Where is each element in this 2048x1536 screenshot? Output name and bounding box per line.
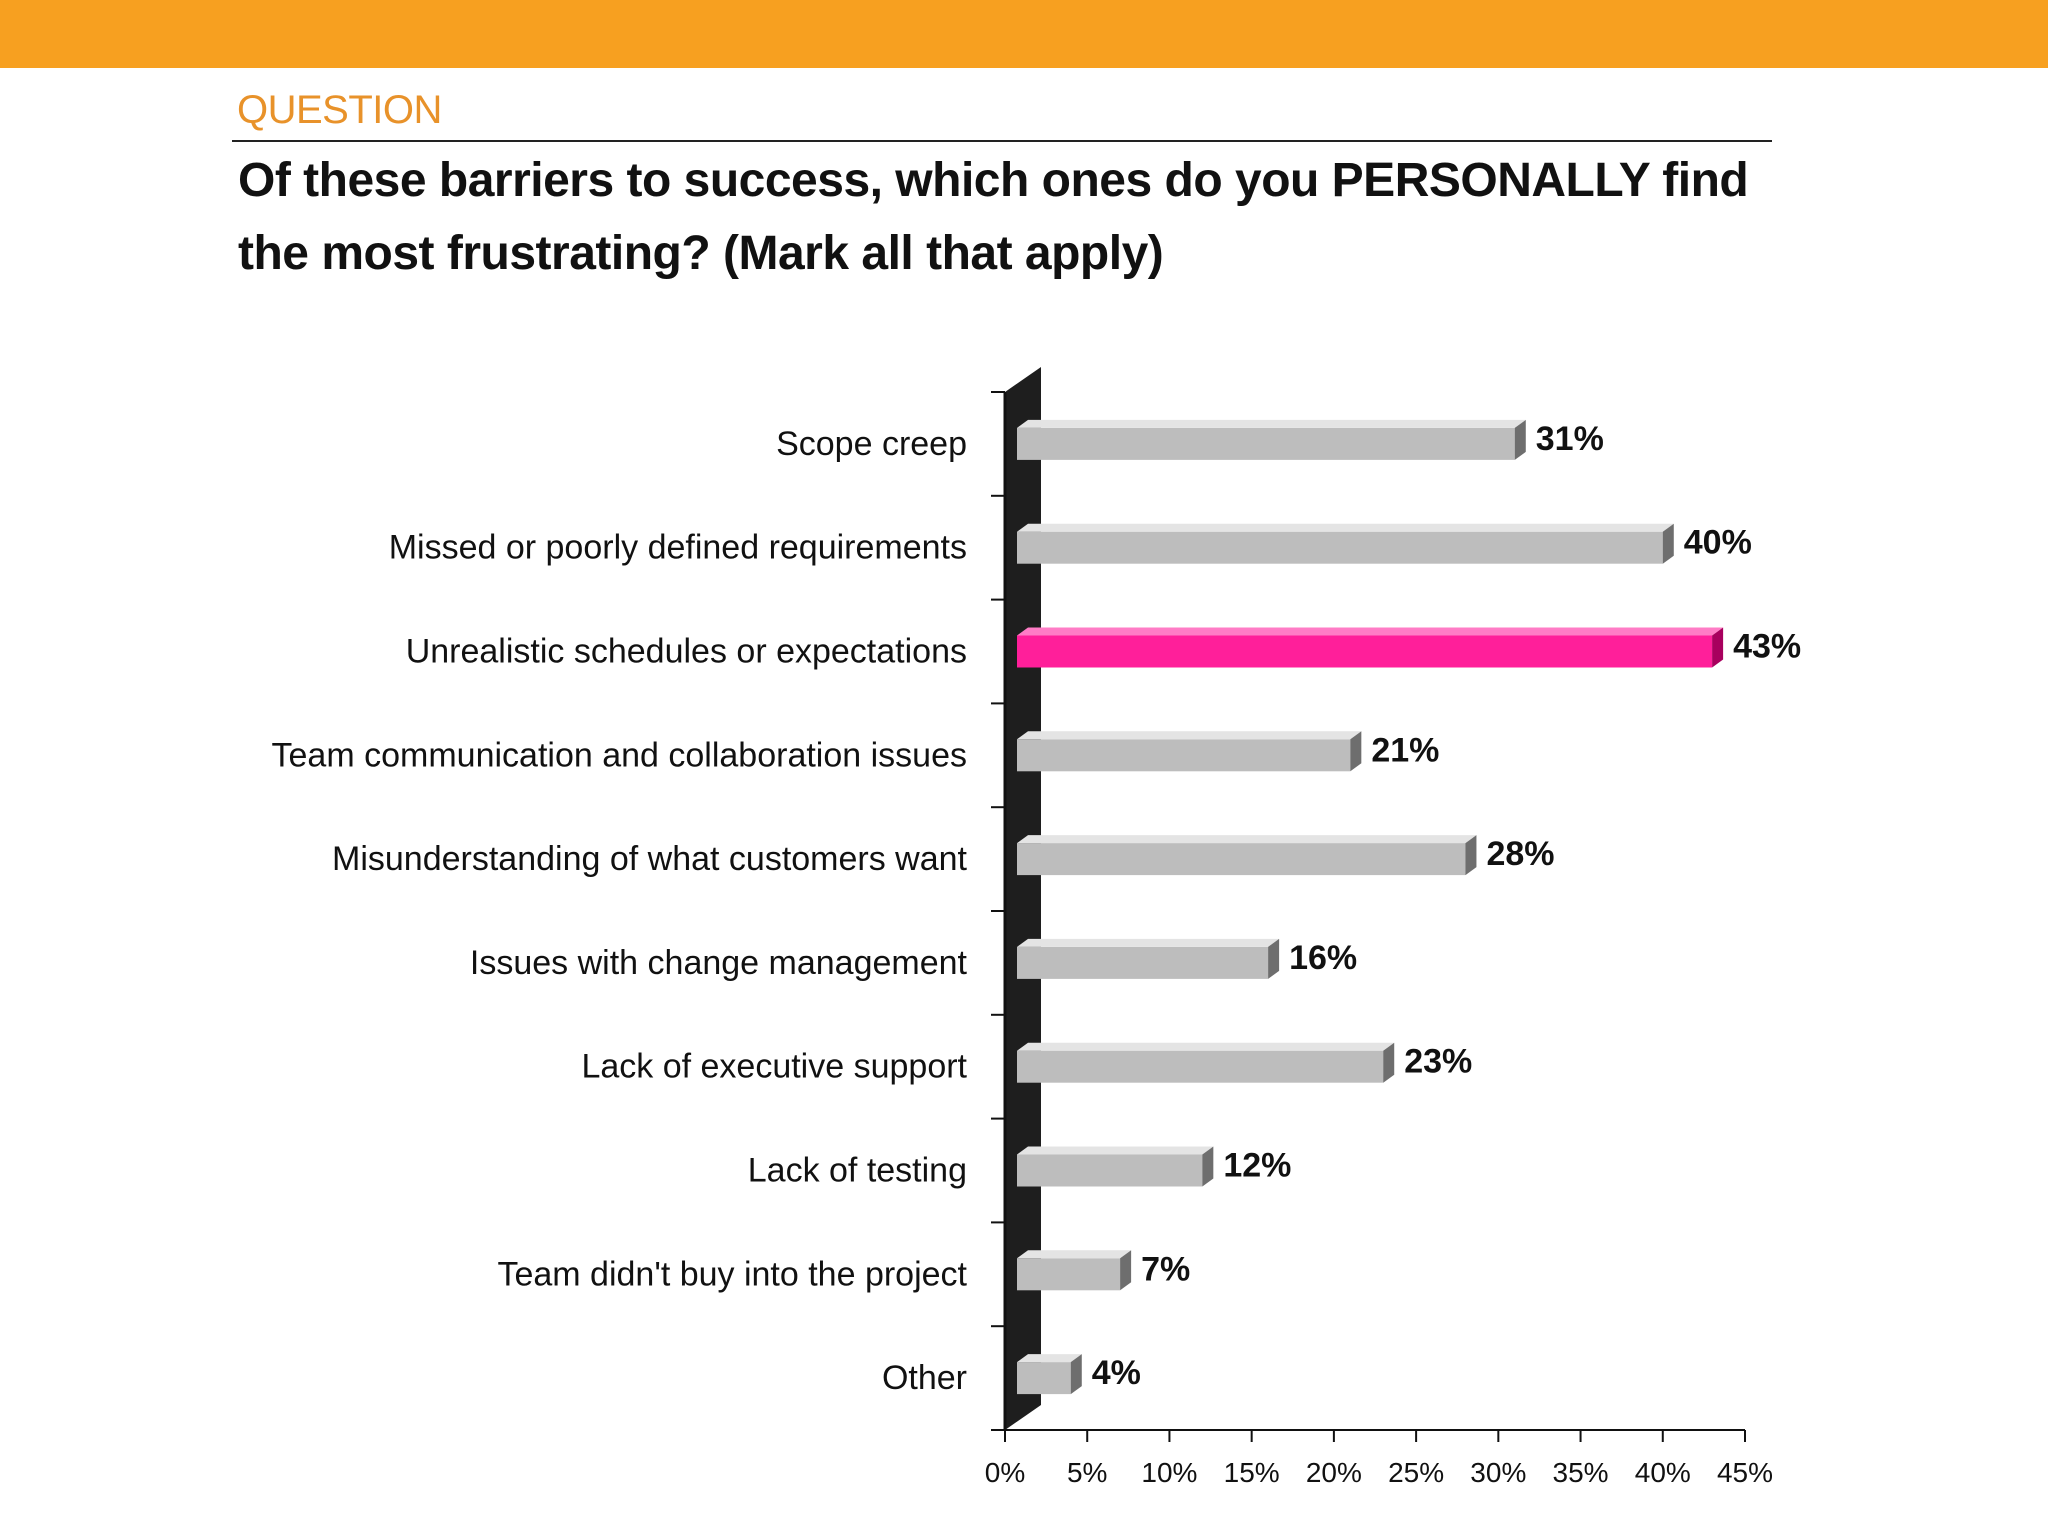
bar-side-face xyxy=(1712,627,1724,668)
category-label: Other xyxy=(882,1359,967,1397)
category-label: Issues with change management xyxy=(470,944,968,982)
bar-top-face xyxy=(1017,835,1477,844)
question-title: Of these barriers to success, which ones… xyxy=(238,154,1749,280)
x-tick-label: 30% xyxy=(1470,1457,1526,1488)
bar-value-label: 23% xyxy=(1404,1043,1472,1081)
category-label: Lack of executive support xyxy=(581,1048,967,1086)
category-label: Team communication and collaboration iss… xyxy=(272,736,967,774)
x-tick-label: 15% xyxy=(1224,1457,1280,1488)
bar xyxy=(1017,1154,1203,1187)
bar-side-face xyxy=(1268,938,1280,979)
bar-side-face xyxy=(1350,731,1362,772)
bar xyxy=(1017,1258,1121,1291)
x-tick-label: 20% xyxy=(1306,1457,1362,1488)
bar-value-label: 31% xyxy=(1536,420,1604,458)
category-label: Missed or poorly defined requirements xyxy=(389,529,967,567)
bar-top-face xyxy=(1017,938,1280,947)
bar-value-label: 43% xyxy=(1733,627,1801,665)
bar-top-face xyxy=(1017,627,1724,636)
header-divider xyxy=(232,140,1772,142)
bar-top-face xyxy=(1017,1354,1082,1363)
bar xyxy=(1017,635,1713,668)
bar-side-face xyxy=(1383,1042,1395,1083)
x-tick-label: 35% xyxy=(1553,1457,1609,1488)
bar xyxy=(1017,531,1663,564)
x-tick-label: 45% xyxy=(1717,1457,1773,1488)
top-color-band xyxy=(0,0,2048,68)
bar-value-label: 40% xyxy=(1684,524,1752,562)
x-tick-label: 25% xyxy=(1388,1457,1444,1488)
bar-top-face xyxy=(1017,1250,1132,1259)
bar-value-label: 16% xyxy=(1289,939,1357,977)
x-tick-label: 40% xyxy=(1635,1457,1691,1488)
x-tick-label: 5% xyxy=(1067,1457,1107,1488)
bar xyxy=(1017,843,1466,876)
section-label: QUESTION xyxy=(237,88,442,132)
bar xyxy=(1017,427,1515,460)
bar-value-label: 21% xyxy=(1371,731,1439,769)
bar-top-face xyxy=(1017,1146,1214,1155)
bar-value-label: 28% xyxy=(1486,835,1554,873)
bar-side-face xyxy=(1662,523,1674,564)
chart-x-axis: 0% 5% 10% 15% 20% 25% 30% 35% 40% 45% xyxy=(985,1429,1773,1488)
bar xyxy=(1017,739,1351,772)
chart-value-labels: 31% 40% 43% 21% 28% 16% 23% 12% 7% 4% xyxy=(1092,420,1801,1392)
bar-side-face xyxy=(1120,1250,1132,1291)
bar-top-face xyxy=(1017,1042,1395,1051)
x-tick-label: 10% xyxy=(1141,1457,1197,1488)
category-label: Unrealistic schedules or expectations xyxy=(406,632,967,670)
bar-side-face xyxy=(1465,835,1477,876)
category-label: Lack of testing xyxy=(748,1151,967,1189)
bar-side-face xyxy=(1514,419,1526,460)
chart-bars xyxy=(1017,419,1724,1395)
bar xyxy=(1017,946,1269,979)
bar-side-face xyxy=(1202,1146,1214,1187)
bar-value-label: 4% xyxy=(1092,1354,1141,1392)
bar-top-face xyxy=(1017,731,1362,740)
bar-top-face xyxy=(1017,523,1674,532)
x-tick-label: 0% xyxy=(985,1457,1025,1488)
category-label: Scope creep xyxy=(776,425,967,463)
bar xyxy=(1017,1362,1071,1395)
category-label: Misunderstanding of what customers want xyxy=(332,840,968,878)
chart-category-labels: Scope creep Missed or poorly defined requ… xyxy=(272,425,968,1397)
bar-side-face xyxy=(1070,1354,1082,1395)
bar-value-label: 7% xyxy=(1141,1250,1190,1288)
bar xyxy=(1017,1050,1384,1083)
bar-top-face xyxy=(1017,419,1526,428)
bar-value-label: 12% xyxy=(1223,1146,1291,1184)
category-label: Team didn't buy into the project xyxy=(497,1255,967,1293)
